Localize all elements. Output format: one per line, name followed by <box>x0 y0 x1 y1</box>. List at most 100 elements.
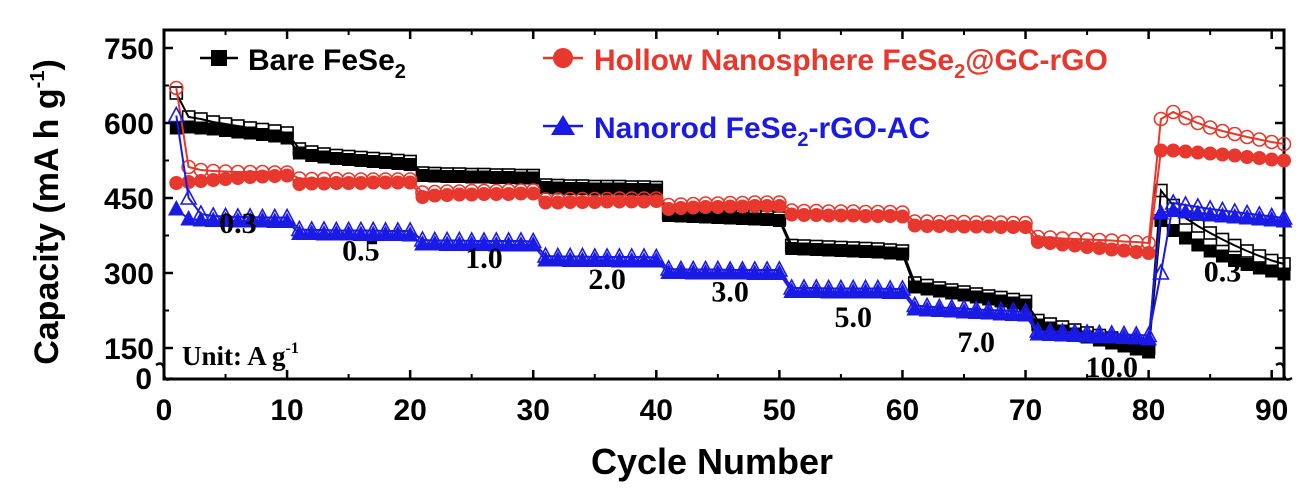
rate-label: 1.0 <box>465 242 503 275</box>
data-point-discharge <box>230 171 245 185</box>
rate-label: 10.0 <box>1085 351 1138 384</box>
data-point-discharge <box>182 120 196 134</box>
data-point-discharge <box>526 171 540 185</box>
data-point-discharge <box>795 282 813 298</box>
data-point-discharge <box>354 154 368 167</box>
data-point-discharge <box>943 301 961 318</box>
data-point-discharge <box>475 235 493 251</box>
x-tick-label: 10 <box>270 394 303 427</box>
data-point-discharge <box>502 171 516 184</box>
data-point-discharge <box>1103 327 1121 344</box>
data-point-discharge <box>920 219 935 233</box>
data-point-discharge <box>957 219 971 234</box>
data-point-discharge <box>1275 211 1293 228</box>
data-point-discharge <box>241 211 259 228</box>
legend-label-nanorod: Nanorod FeSe2-rGO-AC <box>594 112 930 151</box>
data-point-discharge <box>797 242 811 256</box>
data-marks <box>167 80 1293 359</box>
data-point-discharge <box>721 263 739 280</box>
data-point-discharge <box>832 282 850 299</box>
data-point-discharge <box>353 176 368 190</box>
data-point-discharge <box>366 175 381 190</box>
data-point-discharge <box>784 207 799 222</box>
data-point-discharge <box>1252 261 1266 275</box>
data-point-discharge <box>305 149 319 162</box>
data-point-discharge <box>894 283 911 299</box>
data-point-discharge <box>881 283 899 299</box>
data-point-discharge <box>1190 145 1205 160</box>
data-point-discharge <box>278 212 296 228</box>
data-point-discharge <box>574 251 591 267</box>
data-point-discharge <box>500 235 517 252</box>
data-point-discharge <box>1153 143 1168 158</box>
data-point-discharge <box>684 263 702 280</box>
data-point-discharge <box>859 245 873 258</box>
legend-label-hollow-sub: 2 <box>954 61 965 83</box>
data-point-discharge <box>932 284 946 298</box>
data-point-discharge <box>549 250 567 267</box>
data-point-discharge <box>1152 203 1170 220</box>
data-point-discharge <box>403 158 417 171</box>
rate-label: 3.0 <box>711 276 749 309</box>
data-point-discharge <box>1178 144 1193 159</box>
data-point-discharge <box>489 171 503 184</box>
data-point-discharge <box>389 225 407 241</box>
data-point-charge <box>179 188 198 205</box>
data-point-discharge <box>920 282 934 296</box>
data-point-discharge <box>635 251 653 268</box>
data-point-discharge <box>870 209 885 223</box>
data-point-discharge <box>352 225 370 241</box>
x-tick-label: 20 <box>393 394 426 427</box>
data-point-discharge <box>280 131 294 145</box>
data-point-discharge <box>1166 143 1181 158</box>
data-point-discharge <box>883 209 898 223</box>
data-point-discharge <box>501 187 516 201</box>
data-point-discharge <box>487 235 505 252</box>
unit-label-sup: -1 <box>286 340 299 357</box>
y-axis-title: Capacity (mA h g-1) <box>27 59 66 365</box>
data-point-discharge <box>463 235 481 251</box>
data-point-discharge <box>611 251 628 268</box>
data-point-discharge <box>427 188 442 203</box>
data-point-discharge <box>229 211 247 228</box>
data-point-discharge <box>883 246 897 260</box>
data-point-discharge <box>1129 245 1144 259</box>
data-point-discharge <box>821 208 836 223</box>
data-point-discharge <box>451 235 468 251</box>
data-point-discharge <box>255 169 270 184</box>
data-point-discharge <box>660 263 677 279</box>
data-point-discharge <box>1067 238 1082 253</box>
x-tick-label: 50 <box>763 394 796 427</box>
data-point-discharge <box>266 212 284 228</box>
data-point-discharge <box>428 169 442 183</box>
data-point-discharge <box>698 200 713 214</box>
data-point-discharge <box>1018 220 1033 234</box>
data-point-discharge <box>637 194 651 209</box>
y-axis-title-end: ) <box>28 59 66 70</box>
data-point-discharge <box>1043 236 1058 250</box>
data-point-discharge <box>760 199 775 213</box>
data-point-discharge <box>945 286 959 300</box>
data-point-discharge <box>551 181 565 195</box>
data-point-discharge <box>822 243 836 257</box>
series-circle <box>169 80 1292 260</box>
data-point-discharge <box>254 211 271 228</box>
data-point-charge <box>1154 183 1168 198</box>
data-point-discharge <box>1238 208 1256 225</box>
data-point-discharge <box>661 202 676 216</box>
data-point-discharge <box>672 263 690 279</box>
legend-marker-circle <box>553 48 573 68</box>
data-point-discharge <box>342 153 356 166</box>
data-point-discharge <box>440 170 454 183</box>
y-tick-label: 450 <box>104 183 154 216</box>
data-point-discharge <box>267 169 282 183</box>
data-point-discharge <box>538 195 553 210</box>
data-point-discharge <box>709 263 727 280</box>
unit-label-text: Unit: A g <box>182 341 286 371</box>
data-point-discharge <box>1054 325 1071 342</box>
data-point-discharge <box>438 235 456 251</box>
data-point-charge <box>169 86 184 100</box>
data-point-discharge <box>895 209 910 224</box>
data-point-discharge <box>624 194 639 209</box>
